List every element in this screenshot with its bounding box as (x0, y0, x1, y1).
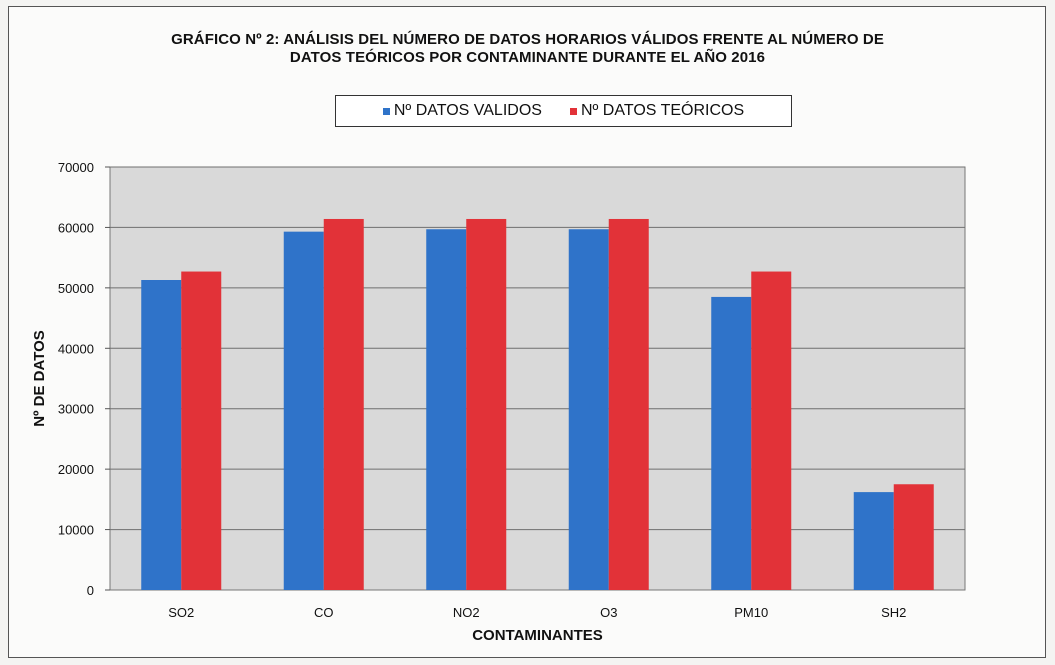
bar-validos (141, 280, 182, 590)
bar-validos (711, 296, 752, 590)
bar-teoricos (608, 218, 649, 590)
y-tick-label: 50000 (58, 281, 94, 296)
bar-validos (568, 229, 609, 590)
y-tick-label: 60000 (58, 220, 94, 235)
y-tick-label: 30000 (58, 402, 94, 417)
legend-item-validos: Nº DATOS VALIDOS (382, 102, 542, 120)
x-tick-label: NO2 (453, 605, 480, 620)
x-tick-label: SO2 (168, 605, 194, 620)
bar-teoricos (323, 218, 364, 590)
legend-label-teoricos: Nº DATOS TEÓRICOS (580, 102, 745, 119)
bar-teoricos (466, 218, 507, 590)
chart-title-line2: DATOS TEÓRICOS POR CONTAMINANTE DURANTE … (289, 49, 766, 66)
chart-legend: Nº DATOS VALIDOS Nº DATOS TEÓRICOS (335, 95, 792, 127)
y-tick-label: 10000 (58, 523, 94, 538)
chart-title-line1: GRÁFICO Nº 2: ANÁLISIS DEL NÚMERO DE DAT… (171, 31, 884, 48)
x-tick-label: O3 (600, 605, 617, 620)
bar-validos (853, 492, 894, 590)
legend-label-validos: Nº DATOS VALIDOS (393, 102, 542, 119)
y-axis-title: Nº DE DATOS (31, 330, 48, 427)
x-tick-label: CO (314, 605, 334, 620)
legend-item-teoricos: Nº DATOS TEÓRICOS (569, 102, 745, 120)
y-tick-label: 20000 (58, 462, 94, 477)
y-tick-label: 40000 (58, 341, 94, 356)
bar-teoricos (181, 271, 222, 590)
bar-teoricos (893, 484, 934, 590)
x-axis-title: CONTAMINANTES (472, 627, 603, 644)
x-tick-label: SH2 (881, 605, 906, 620)
y-tick-label: 0 (87, 583, 94, 598)
legend-swatch-validos (382, 107, 390, 115)
bar-validos (283, 231, 324, 590)
y-tick-label: 70000 (58, 160, 94, 175)
legend-swatch-teoricos (569, 107, 577, 115)
bar-validos (426, 229, 467, 590)
plot-area (109, 166, 966, 591)
x-tick-label: PM10 (734, 605, 768, 620)
bar-teoricos (751, 271, 792, 590)
